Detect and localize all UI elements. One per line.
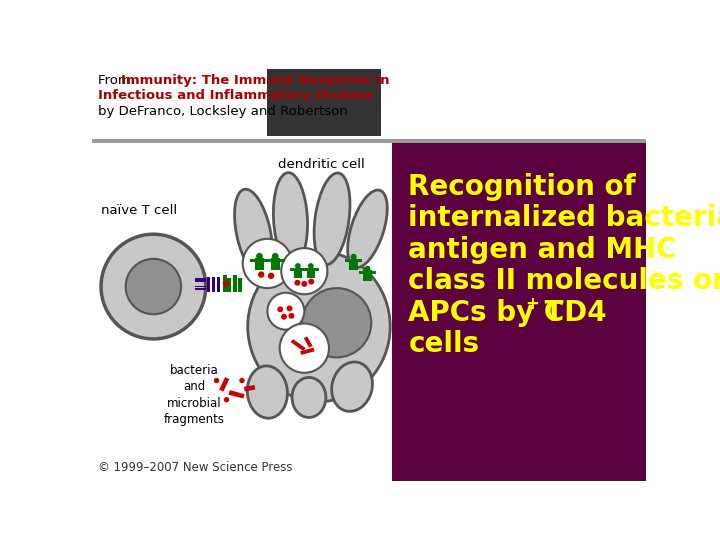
Circle shape	[101, 234, 206, 339]
Bar	[207, 276, 210, 292]
Bar	[345, 259, 349, 262]
Ellipse shape	[314, 173, 350, 265]
Bar	[289, 268, 294, 271]
Circle shape	[289, 313, 294, 319]
Circle shape	[256, 253, 263, 260]
Bar	[307, 268, 315, 278]
Bar	[359, 271, 364, 273]
Text: dendritic cell: dendritic cell	[278, 158, 364, 171]
Text: internalized bacterial: internalized bacterial	[408, 204, 720, 232]
Ellipse shape	[274, 173, 307, 265]
Circle shape	[222, 280, 229, 287]
Text: bacteria
and
microbial
fragments: bacteria and microbial fragments	[163, 363, 225, 426]
Text: antigen and MHC: antigen and MHC	[408, 236, 677, 264]
Circle shape	[239, 378, 245, 383]
Circle shape	[302, 288, 372, 357]
Text: © 1999–2007 New Science Press: © 1999–2007 New Science Press	[98, 462, 292, 475]
Bar	[264, 259, 269, 262]
Bar	[267, 69, 382, 137]
FancyArrow shape	[304, 336, 312, 348]
Circle shape	[267, 293, 305, 330]
Ellipse shape	[235, 189, 272, 276]
Bar	[212, 276, 215, 292]
Bar	[92, 139, 647, 143]
Bar	[266, 259, 271, 262]
Circle shape	[281, 314, 287, 320]
Circle shape	[126, 259, 181, 314]
Circle shape	[272, 253, 279, 260]
Bar	[217, 276, 220, 292]
Bar	[271, 258, 280, 271]
Circle shape	[224, 397, 229, 402]
Circle shape	[258, 271, 264, 278]
Bar	[238, 278, 242, 292]
Circle shape	[243, 239, 292, 288]
Circle shape	[295, 263, 301, 269]
Text: Recognition of: Recognition of	[408, 173, 636, 200]
Bar	[250, 259, 255, 262]
Text: cells: cells	[408, 330, 480, 359]
Bar	[92, 142, 392, 481]
Bar	[302, 268, 307, 271]
FancyArrow shape	[291, 339, 305, 351]
Bar	[372, 271, 376, 273]
Bar	[349, 259, 358, 270]
Circle shape	[214, 378, 219, 383]
Circle shape	[277, 306, 283, 312]
FancyArrow shape	[228, 390, 245, 399]
Circle shape	[351, 254, 356, 260]
Bar	[195, 286, 206, 287]
Text: APCs by CD4: APCs by CD4	[408, 299, 607, 327]
Bar	[364, 271, 372, 281]
Bar	[195, 278, 206, 280]
Text: Immunity: The Immune Response in: Immunity: The Immune Response in	[121, 74, 390, 87]
Bar	[195, 280, 206, 282]
Ellipse shape	[348, 190, 387, 268]
Circle shape	[294, 280, 300, 286]
Bar	[280, 259, 284, 262]
Ellipse shape	[247, 366, 287, 418]
Bar	[358, 259, 362, 262]
Text: Infectious and Inflammatory Disease: Infectious and Inflammatory Disease	[98, 89, 374, 102]
Text: class II molecules on: class II molecules on	[408, 267, 720, 295]
Circle shape	[308, 263, 314, 269]
Bar	[228, 278, 231, 292]
Bar	[222, 275, 227, 292]
Circle shape	[364, 266, 370, 272]
Text: naïve T cell: naïve T cell	[102, 204, 178, 217]
Circle shape	[282, 248, 328, 294]
Bar	[255, 258, 264, 271]
Bar	[92, 65, 647, 142]
Bar	[315, 268, 319, 271]
Circle shape	[301, 281, 307, 287]
FancyArrow shape	[219, 377, 229, 392]
Circle shape	[268, 273, 274, 279]
Circle shape	[308, 279, 314, 285]
Ellipse shape	[248, 252, 390, 402]
FancyArrow shape	[300, 348, 315, 355]
Bar	[302, 268, 306, 271]
Bar	[294, 268, 302, 278]
Circle shape	[279, 323, 329, 373]
Ellipse shape	[292, 377, 326, 417]
Bar	[233, 275, 238, 292]
Text: T: T	[535, 299, 564, 327]
Text: by DeFranco, Locksley and Robertson: by DeFranco, Locksley and Robertson	[98, 105, 348, 118]
FancyArrow shape	[244, 385, 256, 392]
Text: From: From	[98, 74, 135, 87]
Bar	[392, 142, 647, 481]
Bar	[195, 288, 206, 289]
Circle shape	[287, 306, 292, 312]
Text: +: +	[526, 295, 539, 313]
Ellipse shape	[332, 362, 372, 411]
